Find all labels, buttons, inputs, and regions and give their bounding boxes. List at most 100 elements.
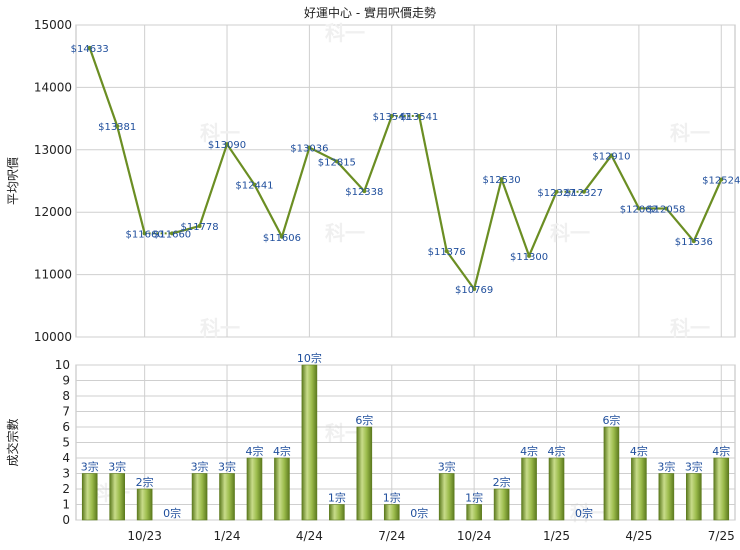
line-segment [308, 146, 338, 163]
bar-label: 3宗 [218, 460, 236, 474]
y-tick-label: 12000 [34, 205, 72, 219]
bar-label: 1宗 [383, 491, 401, 505]
data-label: $12815 [318, 157, 356, 168]
watermark: 科一 [200, 316, 240, 340]
x-tick-label: 10/23 [127, 529, 162, 543]
line-segment [116, 125, 146, 234]
bar-label: 2宗 [493, 475, 511, 489]
data-label: $12441 [235, 181, 273, 192]
line-segment [528, 191, 558, 257]
bar [301, 364, 318, 521]
bar [246, 457, 263, 521]
bar [136, 488, 153, 521]
bar-label: 1宗 [465, 491, 483, 505]
data-label: $13541 [400, 112, 438, 123]
data-label: $12910 [592, 151, 630, 162]
data-point [279, 234, 284, 239]
x-tick-label: 10/24 [457, 529, 492, 543]
data-point [527, 253, 532, 258]
y-tick-label: 3 [62, 467, 70, 481]
bar-label: 4宗 [630, 444, 648, 458]
bar [713, 457, 730, 521]
data-label: $12062 [620, 204, 658, 215]
watermark: 科一 [325, 21, 365, 45]
data-label: $11778 [180, 222, 218, 233]
line-segment [665, 207, 695, 242]
data-label: $12058 [647, 205, 685, 216]
y-tick-label: 4 [62, 451, 70, 465]
bar [686, 473, 702, 521]
line-segment [363, 115, 393, 192]
bar-label: 4宗 [273, 444, 291, 458]
data-label: $13381 [98, 122, 136, 133]
bar-label: 3宗 [191, 460, 209, 474]
data-label: $14633 [71, 44, 109, 55]
line-segment [610, 154, 640, 209]
watermark: 科一 [670, 121, 710, 145]
data-point [664, 206, 669, 211]
line-segment [280, 147, 311, 238]
bar [521, 457, 537, 521]
data-label: $11660 [126, 229, 164, 240]
y-tick-label: 11000 [34, 268, 72, 282]
bar-label: 3宗 [81, 460, 99, 474]
bar-label: 6宗 [355, 413, 373, 427]
x-tick-label: 1/24 [214, 529, 241, 543]
data-label: $12338 [345, 187, 383, 198]
data-point [307, 145, 312, 150]
data-point [225, 142, 230, 147]
data-point [719, 177, 724, 182]
data-point [554, 189, 559, 194]
x-tick-label: 1/25 [543, 529, 570, 543]
bar-label: 3宗 [685, 460, 703, 474]
data-point [609, 153, 614, 158]
line-segment [198, 143, 229, 227]
x-tick-label: 7/25 [708, 529, 735, 543]
bar-label: 10宗 [297, 351, 322, 365]
line-segment [500, 178, 531, 257]
bar [466, 504, 482, 521]
bar [548, 457, 565, 521]
y-tick-label: 10 [55, 358, 70, 372]
x-tick-label: 4/24 [296, 529, 323, 543]
bar-label: 4宗 [245, 444, 263, 458]
y-axis-title: 平均呎價 [6, 157, 20, 205]
bar [329, 504, 345, 521]
bar [219, 473, 235, 521]
data-label: $11376 [428, 247, 466, 258]
data-point [444, 249, 449, 254]
data-label: $13036 [290, 144, 328, 155]
data-label: $12530 [483, 175, 521, 186]
bar [356, 426, 373, 521]
data-label: $13541 [373, 112, 411, 123]
data-label: $13090 [208, 140, 246, 151]
data-point [142, 231, 147, 236]
line-segment [171, 224, 200, 235]
bar [81, 473, 98, 521]
bar-label: 0宗 [575, 506, 593, 520]
data-label: $11606 [263, 233, 301, 244]
y-tick-label: 6 [62, 420, 70, 434]
data-point [636, 206, 641, 211]
y-axis-title: 成交宗數 [5, 418, 20, 466]
x-tick-label: 4/25 [625, 529, 652, 543]
bar-label: 1宗 [328, 491, 346, 505]
watermark: 科一 [670, 316, 710, 340]
y-tick-label: 15000 [34, 18, 72, 32]
data-point [334, 159, 339, 164]
bar-label: 0宗 [163, 506, 181, 520]
watermark: 科一 [550, 221, 590, 245]
y-tick-label: 14000 [34, 80, 72, 94]
bar-label: 4宗 [712, 444, 730, 458]
y-tick-label: 8 [62, 389, 70, 403]
plot-area [75, 24, 736, 338]
y-tick-label: 9 [62, 374, 70, 388]
bar [631, 457, 647, 521]
watermark: 科一 [200, 121, 240, 145]
bar-label: 6宗 [602, 413, 620, 427]
y-tick-label: 5 [62, 436, 70, 450]
y-tick-label: 7 [62, 405, 70, 419]
data-point [417, 114, 422, 119]
